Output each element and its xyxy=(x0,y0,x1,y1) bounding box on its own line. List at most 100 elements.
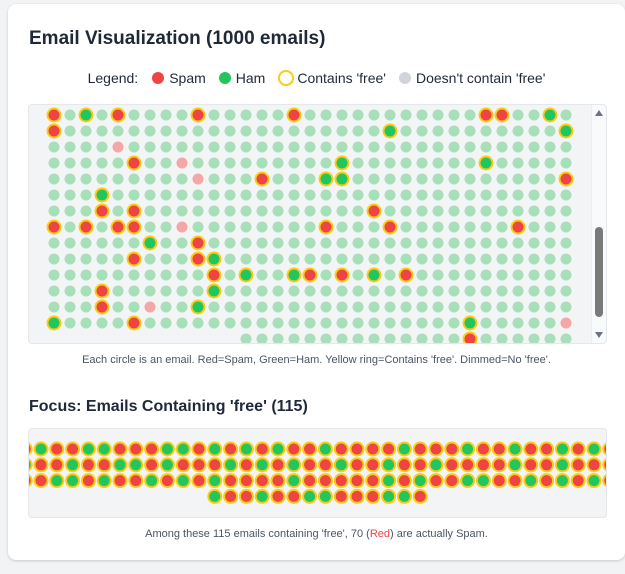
ham-free-email-dot xyxy=(366,267,382,283)
focus-ham-dot xyxy=(396,488,412,504)
focus-ham-dot xyxy=(381,457,397,473)
ham-email-dot xyxy=(448,189,460,201)
ham-email-dot xyxy=(480,237,492,249)
ham-email-dot xyxy=(192,189,204,201)
legend: Legend: Spam Ham Contains 'free' Doesn't… xyxy=(8,70,625,86)
ham-email-dot xyxy=(448,157,460,169)
ham-email-dot xyxy=(144,253,156,265)
ham-email-dot xyxy=(448,333,460,343)
ham-email-dot xyxy=(400,221,412,233)
focus-ham-dot xyxy=(396,441,412,457)
ham-email-dot xyxy=(304,141,316,153)
ham-email-dot xyxy=(112,301,124,313)
ham-email-dot xyxy=(560,285,572,297)
ham-email-dot xyxy=(96,253,108,265)
ham-email-dot xyxy=(144,205,156,217)
ham-email-dot xyxy=(480,253,492,265)
spam-free-email-dot xyxy=(382,219,398,235)
ham-email-dot xyxy=(448,173,460,185)
ham-email-dot xyxy=(496,157,508,169)
ham-email-dot xyxy=(400,109,412,121)
ham-email-dot xyxy=(432,237,444,249)
ham-email-dot xyxy=(192,285,204,297)
ham-email-dot xyxy=(528,253,540,265)
scroll-down-arrow-icon[interactable] xyxy=(595,332,603,338)
ham-email-dot xyxy=(64,205,76,217)
ham-email-dot xyxy=(416,301,428,313)
scrollbar-thumb[interactable] xyxy=(595,227,603,317)
ham-email-dot xyxy=(320,157,332,169)
ham-email-dot xyxy=(224,141,236,153)
ham-email-dot xyxy=(448,205,460,217)
ham-email-dot xyxy=(208,205,220,217)
ham-email-dot xyxy=(512,157,524,169)
focus-spam-dot xyxy=(491,457,507,473)
ham-email-dot xyxy=(336,237,348,249)
ham-email-dot xyxy=(112,157,124,169)
spam-free-email-dot xyxy=(126,155,142,171)
ham-email-dot xyxy=(464,205,476,217)
ham-email-dot xyxy=(272,253,284,265)
ham-email-dot xyxy=(512,333,524,343)
ham-email-dot xyxy=(384,301,396,313)
ham-email-dot xyxy=(160,301,172,313)
ham-email-dot xyxy=(368,253,380,265)
ham-email-dot xyxy=(176,301,188,313)
ham-email-dot xyxy=(384,189,396,201)
ham-email-dot xyxy=(448,253,460,265)
ham-email-dot xyxy=(352,269,364,281)
ham-email-dot xyxy=(272,157,284,169)
ham-email-dot xyxy=(144,269,156,281)
ham-email-dot xyxy=(496,141,508,153)
focus-spam-dot xyxy=(491,473,507,489)
ham-email-dot xyxy=(464,141,476,153)
focus-ham-dot xyxy=(554,473,570,489)
vertical-scrollbar[interactable] xyxy=(591,105,606,343)
ham-email-dot xyxy=(96,221,108,233)
ham-email-dot xyxy=(64,317,76,329)
spam-email-dot xyxy=(176,221,188,233)
ham-email-dot xyxy=(240,173,252,185)
ham-email-dot xyxy=(256,301,268,313)
spam-free-email-dot xyxy=(398,267,414,283)
ham-email-dot xyxy=(544,301,556,313)
legend-label: Legend: xyxy=(87,70,139,86)
ham-email-dot xyxy=(160,285,172,297)
ham-email-dot xyxy=(224,317,236,329)
ham-email-dot xyxy=(432,189,444,201)
ham-email-dot xyxy=(144,157,156,169)
ham-email-dot xyxy=(160,237,172,249)
ham-email-dot xyxy=(256,317,268,329)
ham-email-dot xyxy=(464,157,476,169)
scroll-up-arrow-icon[interactable] xyxy=(595,110,603,116)
ham-email-dot xyxy=(192,157,204,169)
ham-email-dot xyxy=(528,301,540,313)
ham-email-dot xyxy=(288,333,300,343)
focus-spam-dot xyxy=(29,474,33,488)
ham-email-dot xyxy=(272,333,284,343)
ham-email-dot xyxy=(416,317,428,329)
ham-email-dot xyxy=(432,205,444,217)
ham-email-dot xyxy=(224,109,236,121)
focus-spam-dot xyxy=(33,473,49,489)
ham-email-dot xyxy=(48,205,60,217)
focus-spam-dot xyxy=(365,457,381,473)
spam-swatch-icon xyxy=(152,72,165,84)
ham-email-dot xyxy=(480,317,492,329)
ham-email-dot xyxy=(416,333,428,343)
ham-email-dot xyxy=(304,205,316,217)
focus-spam-dot xyxy=(365,473,381,489)
ham-free-email-dot xyxy=(318,171,334,187)
ham-email-dot xyxy=(192,141,204,153)
email-grid-viewport[interactable] xyxy=(28,104,607,344)
spam-free-email-dot xyxy=(126,315,142,331)
ham-email-dot xyxy=(544,333,556,343)
focus-spam-dot xyxy=(365,488,381,504)
ham-email-dot xyxy=(384,253,396,265)
spam-email-dot xyxy=(112,141,124,153)
page-title: Email Visualization (1000 emails) xyxy=(29,28,326,49)
ham-email-dot xyxy=(112,237,124,249)
ham-email-dot xyxy=(224,157,236,169)
ham-email-dot xyxy=(288,141,300,153)
ham-email-dot xyxy=(160,205,172,217)
